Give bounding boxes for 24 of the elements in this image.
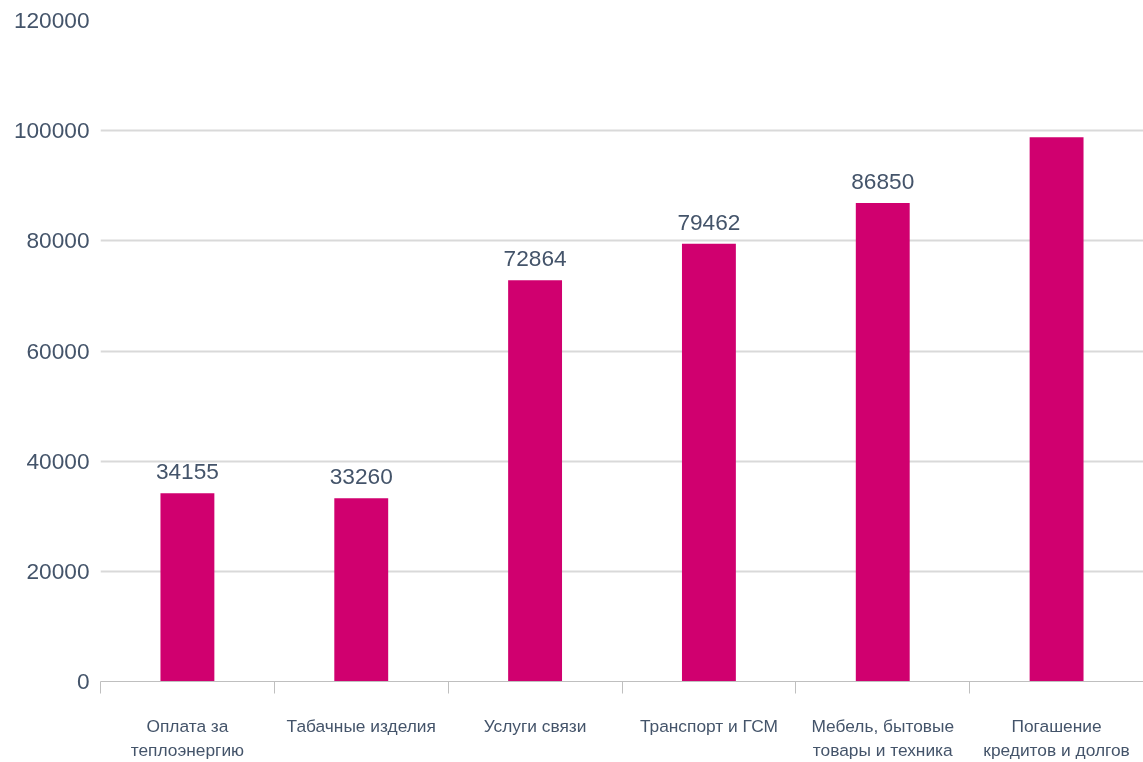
x-tick-label: Оплата за теплоэнергию: [130, 715, 245, 760]
bar: [681, 243, 736, 682]
y-tick-label: 100000: [13, 117, 90, 144]
y-tick-label: 120000: [13, 7, 90, 33]
y-tick-label: 20000: [26, 557, 90, 584]
data-label: 79462: [677, 208, 741, 235]
y-tick-label: 60000: [26, 337, 90, 364]
bar: [855, 203, 910, 682]
data-label: 34155: [155, 458, 219, 485]
y-tick-label: 40000: [26, 447, 90, 474]
data-label: 86850: [851, 168, 915, 195]
x-tick-label: Табачные изделия: [286, 715, 436, 736]
bar: [160, 493, 215, 682]
data-label: 33260: [329, 463, 393, 490]
x-tick-label: Мебель, бытовые товары и техника: [811, 715, 955, 760]
x-tick-label: Погашение кредитов и долгов: [983, 715, 1130, 760]
bar: [334, 498, 389, 682]
y-tick-label: 80000: [26, 227, 90, 254]
bar: [508, 280, 563, 682]
data-label: 72864: [503, 245, 567, 272]
bar: [1029, 137, 1084, 682]
x-tick-label: Транспорт и ГСМ: [639, 715, 778, 736]
x-tick-label: Услуги связи: [483, 715, 587, 736]
y-tick-label: 0: [76, 668, 90, 694]
